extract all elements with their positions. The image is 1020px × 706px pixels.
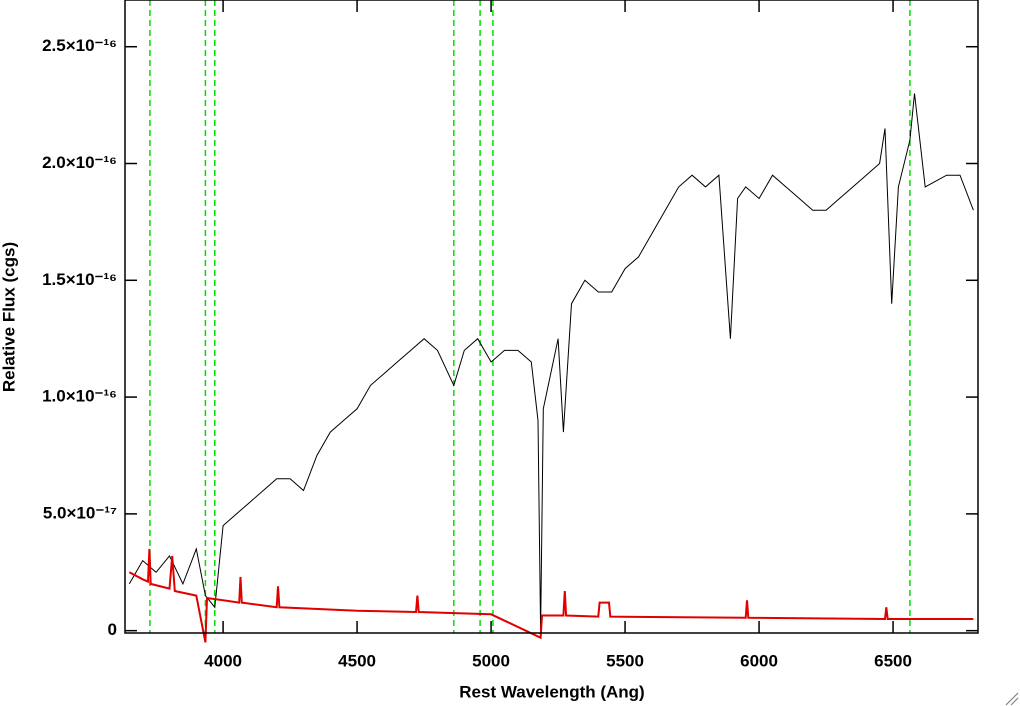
y-tick-label: 0 [108, 620, 117, 639]
y-tick-label: 2.0×10⁻¹⁶ [42, 153, 117, 172]
plot-frame [124, 0, 979, 634]
resize-grip [1005, 692, 1019, 706]
y-tick-label: 1.5×10⁻¹⁶ [42, 270, 117, 289]
y-tick-label: 1.0×10⁻¹⁶ [42, 387, 117, 406]
spectrum-line [128, 548, 974, 643]
x-tick-label: 5000 [472, 651, 510, 670]
x-tick-label: 4500 [338, 651, 376, 670]
y-axis-title: Relative Flux (cgs) [0, 242, 18, 392]
y-tick-label: 5.0×10⁻¹⁷ [43, 503, 117, 522]
y-tick-label: 2.5×10⁻¹⁶ [42, 36, 117, 55]
x-tick-label: 5500 [606, 651, 644, 670]
x-tick-label: 6000 [740, 651, 778, 670]
x-tick-label: 4000 [204, 651, 242, 670]
spectrum-line [128, 93, 974, 631]
x-axis-title: Rest Wavelength (Ang) [459, 682, 644, 701]
x-tick-label: 6500 [874, 651, 912, 670]
